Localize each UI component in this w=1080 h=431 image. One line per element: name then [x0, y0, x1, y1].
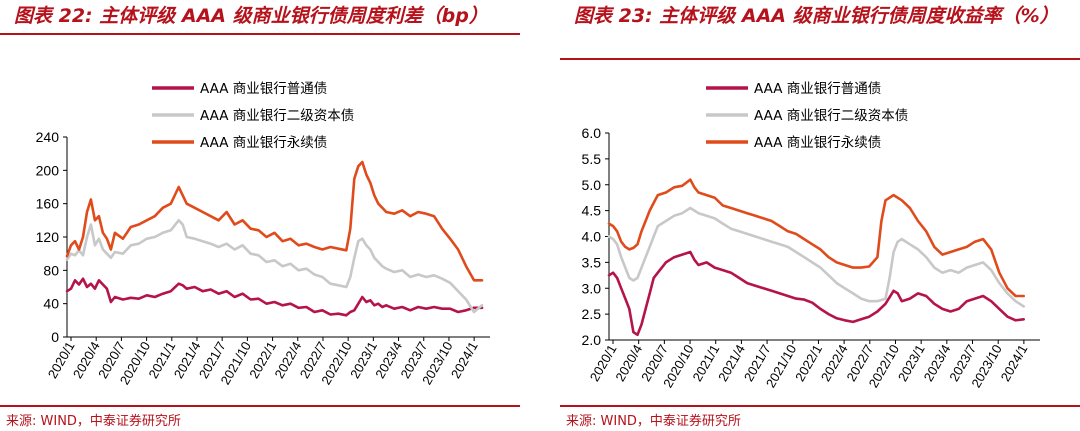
- chart-title: 图表 23: 主体评级 AAA 级商业银行债周度收益率（%）: [574, 5, 1059, 27]
- series-line-3: [607, 178, 1025, 298]
- source-rule: [0, 405, 520, 407]
- source-note: 来源: WIND，中泰证券研究所: [566, 414, 741, 429]
- legend-label: AAA 商业银行二级资本债: [200, 108, 354, 124]
- series-line-2: [607, 206, 1025, 308]
- series-line-2: [65, 219, 484, 314]
- title-rule: [0, 33, 520, 35]
- series-line-1: [65, 277, 484, 317]
- y-tick-label: 5.5: [582, 151, 602, 167]
- legend-label: AAA 商业银行二级资本债: [754, 108, 908, 124]
- legend-label: AAA 商业银行普通债: [200, 81, 327, 97]
- y-tick-label: 200: [36, 162, 60, 178]
- y-tick-label: 4.5: [582, 203, 602, 219]
- chart-panel-spread: 图表 22: 主体评级 AAA 级商业银行债周度利差（bp） 0 40 80 120 1…: [0, 0, 520, 431]
- y-tick-label: 240: [36, 129, 60, 145]
- series-line-1: [607, 250, 1025, 337]
- legend-label: AAA 商业银行普通债: [754, 81, 881, 97]
- y-tick-label: 120: [36, 229, 60, 245]
- y-tick-label: 5.0: [582, 177, 602, 193]
- chart-title: 图表 22: 主体评级 AAA 级商业银行债周度利差（bp）: [14, 5, 488, 27]
- series-line-3: [65, 160, 484, 282]
- source-rule: [560, 405, 1080, 407]
- y-tick-label: 2.5: [582, 306, 602, 322]
- y-tick-label: 40: [43, 296, 59, 312]
- legend-label: AAA 商业银行永续债: [754, 135, 881, 151]
- yield-chart-svg: 2.02.53.03.54.04.55.05.56.02020/12020/42…: [582, 81, 1040, 390]
- y-tick-label: 4.0: [582, 229, 602, 245]
- source-note: 来源: WIND，中泰证券研究所: [6, 414, 181, 429]
- y-tick-label: 3.0: [582, 280, 602, 296]
- legend-label: AAA 商业银行永续债: [200, 135, 327, 151]
- y-tick-label: 6.0: [582, 125, 602, 141]
- chart-panel-yield: 图表 23: 主体评级 AAA 级商业银行债周度收益率（%） 2.0 2.5 3.0…: [560, 0, 1080, 431]
- y-tick-label: 0: [51, 329, 59, 345]
- y-tick-label: 80: [43, 262, 59, 278]
- y-tick-label: 3.5: [582, 254, 602, 270]
- y-tick-label: 160: [36, 196, 60, 212]
- y-tick-label: 2.0: [582, 332, 602, 348]
- spread-chart-svg: 040801201602002402020/12020/42020/72020/…: [36, 81, 490, 387]
- title-rule: [560, 58, 1080, 60]
